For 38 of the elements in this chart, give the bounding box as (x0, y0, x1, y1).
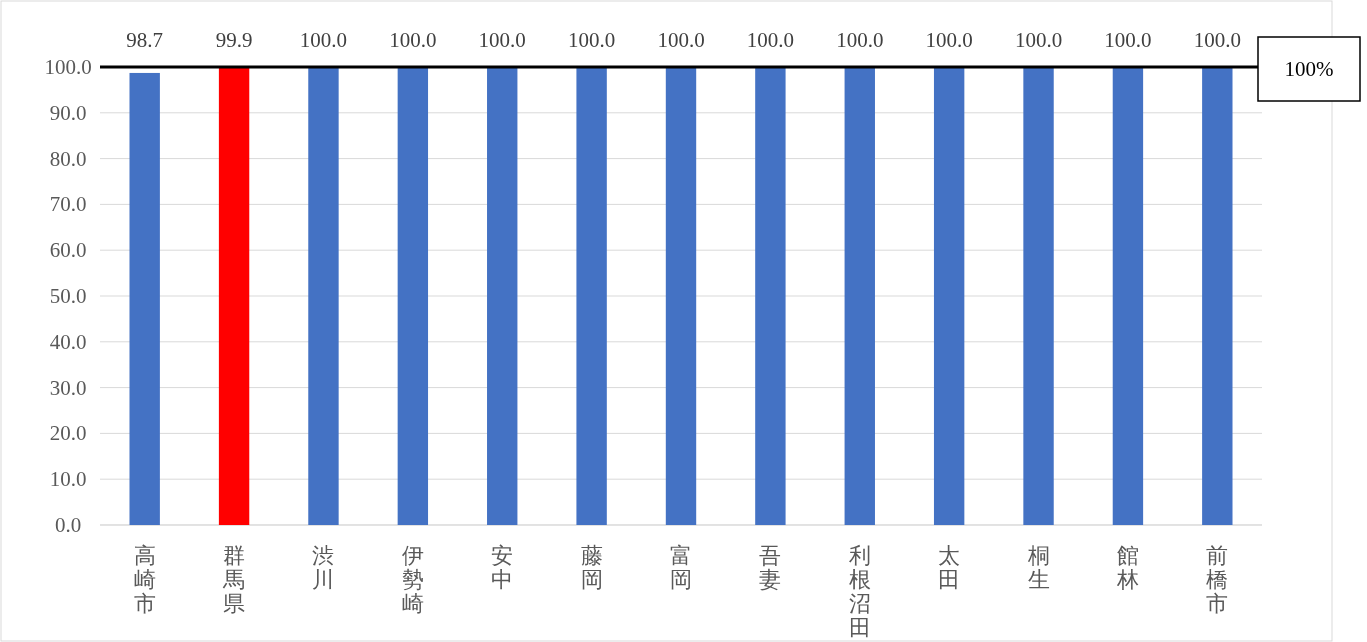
y-tick-label: 20.0 (49, 421, 87, 446)
y-tick-label: 40.0 (49, 329, 87, 354)
x-tick-label: 富岡 (670, 543, 692, 592)
data-label: 98.7 (126, 28, 164, 52)
data-label: 100.0 (567, 28, 616, 52)
y-tick-label: 10.0 (49, 467, 87, 492)
x-tick-label: 藤岡 (580, 543, 603, 592)
y-tick-label: 70.0 (49, 192, 87, 217)
y-tick-label: 0.0 (54, 513, 82, 537)
y-tick-label: 50.0 (49, 284, 87, 308)
data-label: 100.0 (836, 28, 884, 52)
data-label: 100.0 (925, 28, 973, 52)
data-label: 100.0 (746, 28, 795, 52)
data-label: 99.9 (215, 28, 253, 52)
data-label: 100.0 (657, 28, 705, 52)
x-tick-label: 安中 (491, 543, 514, 592)
y-tick-label: 30.0 (49, 375, 87, 400)
x-tick-label: 群馬県 (222, 543, 246, 616)
data-label: 100.0 (1193, 28, 1241, 52)
ref-line-label: 100% (1284, 57, 1334, 81)
x-tick-label: 吾妻 (759, 543, 782, 592)
x-tick-label: 桐生 (1026, 543, 1050, 592)
x-tick-label: 利根沼田 (848, 543, 871, 640)
y-tick-label: 100.0 (44, 55, 92, 79)
x-tick-label: 館林 (1115, 543, 1139, 592)
x-tick-label: 高崎市 (133, 543, 156, 616)
y-tick-label: 90.0 (49, 100, 87, 125)
data-label: 100.0 (389, 28, 437, 52)
data-label: 100.0 (478, 28, 526, 52)
x-tick-label: 前橋市 (1206, 543, 1229, 616)
data-label: 100.0 (1104, 28, 1152, 52)
data-label: 100.0 (1014, 28, 1063, 52)
y-tick-label: 60.0 (49, 238, 87, 263)
data-label: 100.0 (299, 28, 348, 52)
x-tick-label: 伊勢崎 (401, 543, 424, 616)
x-tick-label: 太田 (938, 543, 961, 592)
y-tick-label: 80.0 (49, 146, 87, 171)
x-tick-label: 渋川 (312, 543, 335, 592)
